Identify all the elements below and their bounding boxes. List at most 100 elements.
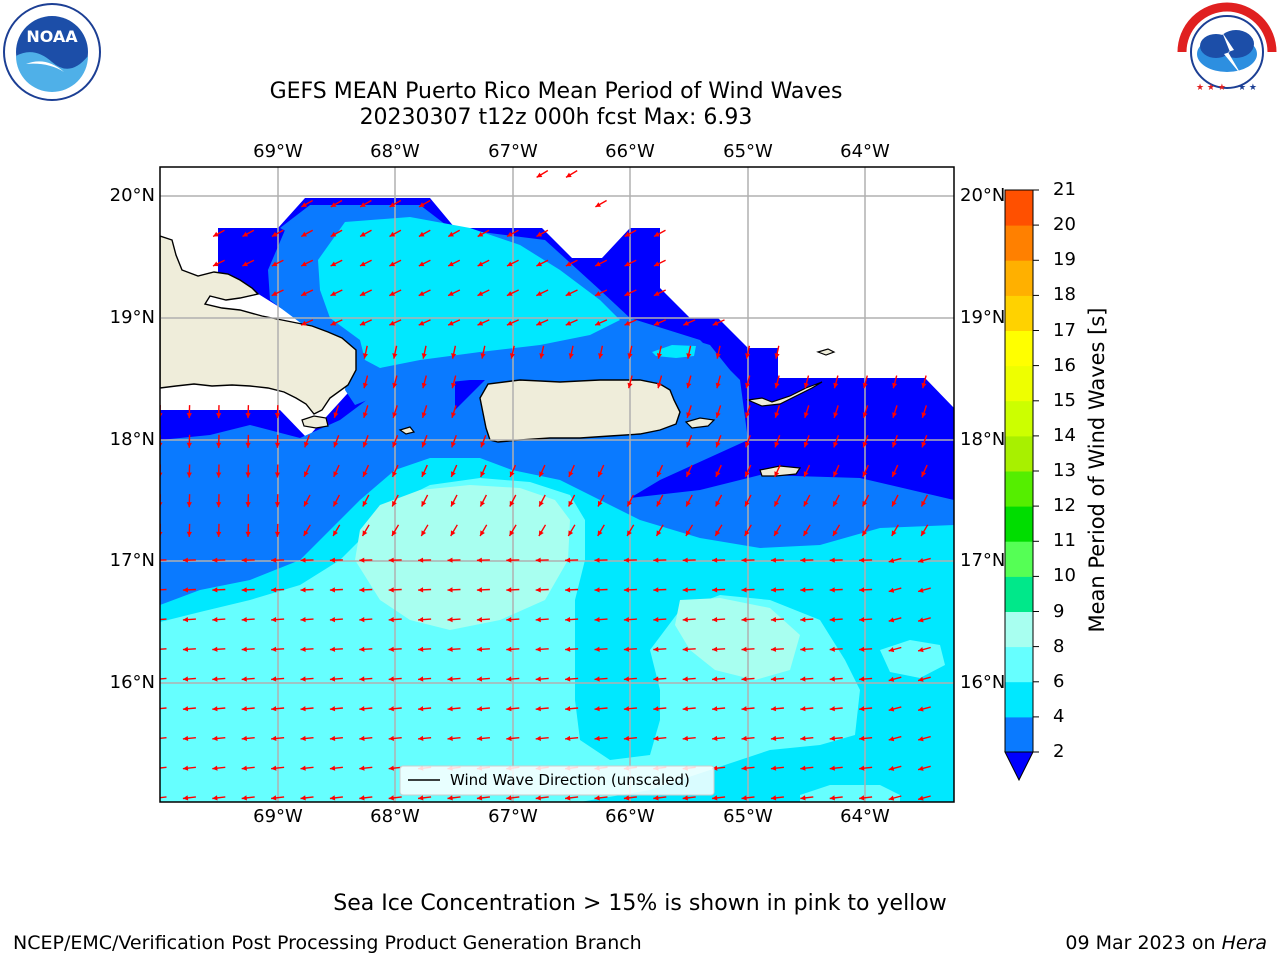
wind-wave-arrow-head: [536, 320, 542, 326]
wind-wave-arrow-head: [507, 261, 513, 267]
wind-wave-arrow-head: [862, 441, 868, 448]
wind-wave-arrow-head: [653, 291, 660, 296]
wind-wave-arrow-head: [476, 735, 483, 741]
lat-tick-right: 17°N: [960, 550, 1006, 571]
noaa-logo: NOAA: [2, 2, 102, 102]
wind-wave-arrow-head: [391, 530, 397, 536]
wind-wave-arrow-shaft: [160, 766, 167, 769]
wind-wave-arrow-head: [536, 231, 543, 237]
wind-wave-arrow-head: [594, 587, 600, 593]
wind-wave-arrow-head: [301, 231, 307, 237]
wind-wave-arrow-head: [300, 765, 306, 771]
wind-wave-arrow-head: [388, 646, 394, 652]
wind-wave-arrow-head: [832, 530, 838, 536]
wind-wave-arrow-head: [329, 646, 336, 652]
lat-tick-right: 19°N: [960, 307, 1006, 328]
wind-wave-arrow-head: [829, 587, 835, 593]
wind-wave-arrow-head: [451, 441, 456, 448]
wind-wave-arrow-head: [241, 795, 247, 801]
wind-wave-arrow-head: [447, 676, 453, 682]
wind-wave-arrow-head: [803, 412, 809, 418]
wind-wave-arrow-head: [418, 557, 424, 563]
wind-wave-arrow-head: [271, 231, 278, 237]
legend-label: Wind Wave Direction (unscaled): [450, 771, 690, 789]
colorbar-extend-triangle: [1004, 751, 1034, 782]
wind-wave-arrow-head: [241, 646, 247, 652]
wind-wave-arrow-head: [186, 413, 192, 419]
wind-wave-arrow-head: [682, 587, 688, 593]
wind-wave-arrow-head: [774, 471, 780, 477]
lat-tick-right: 18°N: [960, 429, 1006, 450]
wind-wave-arrow-head: [712, 557, 718, 563]
wind-wave-arrow-head: [154, 647, 159, 652]
wind-wave-arrow-head: [421, 471, 427, 477]
wind-wave-arrow-head: [653, 557, 659, 563]
wind-wave-arrow-head: [418, 646, 424, 652]
wind-wave-arrow-head: [392, 500, 397, 507]
chart-title: GEFS MEAN Puerto Rico Mean Period of Win…: [269, 79, 843, 104]
wind-wave-arrow-head: [304, 441, 309, 448]
wind-wave-arrow-head: [154, 736, 159, 741]
colorbar-tick-label: 19: [1053, 249, 1076, 271]
wind-wave-arrow-head: [212, 706, 218, 712]
wind-wave-arrow-head: [447, 735, 453, 741]
colorbar-segment: [1005, 471, 1033, 507]
wind-wave-arrow-head: [300, 617, 306, 623]
wind-wave-arrow-head: [770, 735, 777, 741]
wind-wave-arrow-head: [598, 500, 603, 507]
wind-wave-arrow-head: [829, 706, 835, 712]
wind-wave-arrow-head: [921, 382, 927, 389]
colorbar-segment: [1005, 611, 1033, 648]
wind-wave-arrow-head: [333, 441, 339, 448]
wind-wave-arrow-head: [274, 502, 281, 508]
wind-wave-arrow-head: [888, 647, 895, 653]
wind-wave-arrow-head: [594, 646, 600, 652]
wind-wave-arrow-head: [245, 502, 251, 508]
wind-wave-arrow-head: [476, 617, 482, 623]
wind-wave-arrow-head: [362, 441, 368, 448]
wind-wave-arrow-head: [685, 530, 691, 536]
wind-wave-arrow-head: [565, 261, 572, 267]
wind-wave-arrow-head: [535, 795, 541, 801]
wind-wave-arrow-head: [477, 231, 484, 237]
map-frame: [159, 166, 955, 803]
wind-wave-arrow-head: [565, 617, 571, 623]
wind-wave-arrow-head: [888, 736, 895, 742]
wind-wave-arrow-head: [242, 231, 249, 237]
wind-wave-arrow-head: [333, 500, 338, 507]
wind-wave-arrow-head: [329, 617, 335, 623]
wind-wave-arrow-head: [212, 587, 218, 593]
wind-wave-arrow-head: [891, 530, 897, 536]
wind-wave-arrow-head: [774, 412, 780, 418]
colorbar-segment: [1005, 646, 1033, 683]
wind-wave-arrow-head: [565, 706, 571, 712]
wind-wave-arrow-head: [451, 382, 457, 389]
colorbar-tick-label: 17: [1053, 319, 1076, 341]
wind-wave-arrow-head: [623, 676, 630, 682]
wind-wave-arrow-head: [271, 291, 278, 296]
wind-wave-arrow-head: [888, 587, 895, 593]
wind-wave-arrow-head: [741, 676, 747, 682]
wind-wave-arrow-head: [421, 530, 427, 536]
wind-wave-arrow-head: [921, 530, 926, 536]
wind-wave-arrow-head: [506, 557, 512, 563]
wind-wave-arrow-head: [565, 320, 572, 326]
wind-wave-arrow-head: [623, 795, 630, 801]
wind-wave-arrow-head: [448, 291, 454, 296]
wind-wave-arrow-head: [594, 557, 600, 563]
wind-wave-arrow-head: [624, 291, 631, 296]
wind-wave-arrow-head: [803, 441, 809, 448]
wind-wave-arrow-head: [360, 202, 366, 207]
wind-wave-arrow-head: [303, 530, 309, 536]
wind-wave-arrow-head: [715, 471, 721, 477]
wind-wave-arrow-head: [712, 735, 718, 741]
colorbar-segment: [1005, 190, 1033, 226]
wind-wave-arrow-head: [300, 676, 306, 682]
wind-wave-arrow-head: [330, 261, 337, 267]
wind-wave-arrow-head: [654, 231, 660, 237]
footer-date: 09 Mar 2023 on Hera: [1065, 932, 1267, 954]
wind-wave-arrow-head: [715, 500, 721, 507]
wind-wave-arrow-head: [745, 353, 751, 359]
colorbar-label: Mean Period of Wind Waves [s]: [1085, 307, 1109, 633]
wind-wave-arrow-head: [741, 617, 747, 623]
